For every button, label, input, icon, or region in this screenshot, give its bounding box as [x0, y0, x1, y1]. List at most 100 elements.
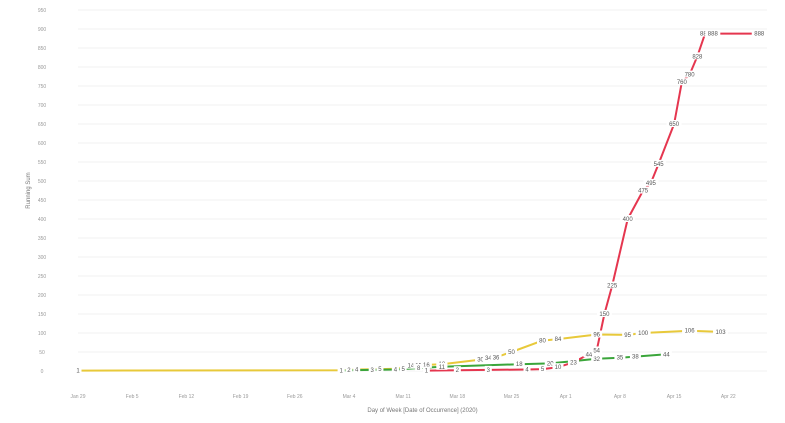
data-label: 54 — [593, 348, 600, 354]
data-label: 11 — [439, 365, 446, 371]
y-axis-title: Running Sum — [26, 172, 32, 208]
series-line-3 — [426, 32, 760, 372]
data-label: 888 — [708, 32, 719, 38]
data-label-bg — [622, 330, 634, 338]
data-label-bg — [420, 360, 432, 368]
data-label: 23 — [570, 360, 577, 366]
data-label: 4 — [355, 367, 359, 373]
y-tick-label: 550 — [38, 160, 47, 166]
data-label: 400 — [623, 217, 634, 223]
y-tick-label: 50 — [39, 350, 45, 356]
y-tick-label: 650 — [38, 122, 47, 128]
data-label: 5 — [401, 367, 405, 373]
data-label: 96 — [593, 333, 600, 339]
data-label: 20 — [547, 361, 554, 367]
data-label: 18 — [516, 362, 523, 368]
x-tick-label: Feb 19 — [233, 394, 249, 400]
y-tick-label: 900 — [38, 27, 47, 33]
data-label-bg — [567, 358, 579, 366]
data-label: 150 — [599, 312, 610, 318]
data-label-bg — [635, 329, 651, 336]
y-tick-label: 750 — [38, 84, 47, 90]
x-tick-label: Mar 4 — [343, 394, 356, 400]
x-tick-label: Apr 22 — [721, 394, 736, 400]
data-label-bg — [405, 361, 417, 369]
y-tick-label: 300 — [38, 255, 47, 261]
x-tick-label: Feb 26 — [287, 394, 303, 400]
data-label: 4 — [525, 367, 529, 373]
data-label-bg — [604, 281, 620, 289]
data-label-bg — [591, 346, 603, 354]
data-label: 2 — [347, 368, 351, 374]
data-label-bg — [538, 365, 546, 373]
x-tick-label: Jan 29 — [70, 394, 85, 400]
data-label: 760 — [677, 80, 688, 86]
data-label-bg — [422, 366, 430, 374]
data-label-bg — [682, 326, 698, 334]
series-lines — [77, 32, 760, 372]
data-label: 475 — [638, 189, 649, 195]
data-label-bg — [629, 352, 641, 360]
data-label-bg — [643, 178, 659, 186]
data-label-bg — [751, 29, 767, 37]
data-label-bg — [345, 366, 353, 374]
data-label: 5 — [378, 367, 382, 373]
data-label: 4 — [394, 367, 398, 373]
data-label: 780 — [685, 73, 696, 79]
data-label: 84 — [555, 337, 562, 343]
data-label-bg — [475, 355, 487, 363]
data-label-bg — [635, 186, 651, 194]
data-label-bg — [705, 29, 721, 37]
data-label: 106 — [685, 329, 696, 335]
x-tick-label: Mar 11 — [396, 394, 411, 400]
data-label-bg — [337, 366, 345, 374]
data-label: 495 — [646, 181, 657, 187]
data-label-bg — [713, 327, 729, 335]
data-label-bg — [506, 348, 518, 355]
data-label-bg — [620, 215, 636, 222]
data-label: 8 — [417, 366, 421, 372]
data-label-bg — [490, 353, 502, 361]
data-label: 16 — [423, 363, 430, 369]
y-tick-label: 700 — [38, 103, 47, 109]
data-label: 100 — [638, 331, 649, 337]
x-tick-label: Mar 25 — [504, 394, 520, 400]
data-label: 50 — [508, 350, 515, 356]
data-labels: 1245614151618303436508084969510010610312… — [74, 29, 767, 375]
data-label-bg — [436, 362, 448, 370]
y-tick-label: 500 — [38, 179, 47, 185]
data-label: 38 — [632, 355, 639, 361]
data-label-bg — [453, 366, 461, 374]
data-label-bg — [74, 366, 82, 374]
data-label-bg — [689, 52, 705, 60]
data-label: 35 — [617, 356, 624, 362]
data-label: 828 — [692, 54, 703, 60]
y-tick-label: 150 — [38, 312, 47, 318]
data-label-bg — [596, 310, 612, 317]
y-axis: 0 50 100 150 200 250 300 350 400 450 500 550 600 650 7… — [38, 8, 47, 375]
data-label-bg — [399, 365, 407, 373]
y-tick-label: 600 — [38, 141, 47, 147]
data-label: 1 — [425, 369, 429, 375]
data-label-bg — [591, 330, 603, 338]
y-tick-label: 0 — [41, 369, 44, 375]
data-label-bg — [666, 120, 682, 127]
y-tick-label: 950 — [38, 8, 47, 14]
data-label: 225 — [607, 284, 618, 290]
data-label-bg — [552, 335, 564, 343]
data-label: 3 — [371, 368, 375, 374]
data-label-bg — [484, 365, 492, 373]
y-tick-label: 200 — [38, 293, 47, 299]
x-tick-label: Apr 8 — [614, 394, 626, 400]
y-tick-label: 250 — [38, 274, 47, 280]
data-label-bg — [583, 350, 595, 358]
data-label-bg — [415, 363, 423, 371]
y-tick-label: 450 — [38, 198, 47, 204]
data-label: 545 — [654, 162, 665, 168]
data-label: 5 — [541, 367, 545, 373]
x-tick-label: Feb 12 — [179, 394, 195, 400]
data-label: 32 — [593, 357, 600, 363]
data-label-bg — [552, 363, 564, 371]
data-label-bg — [682, 70, 698, 78]
